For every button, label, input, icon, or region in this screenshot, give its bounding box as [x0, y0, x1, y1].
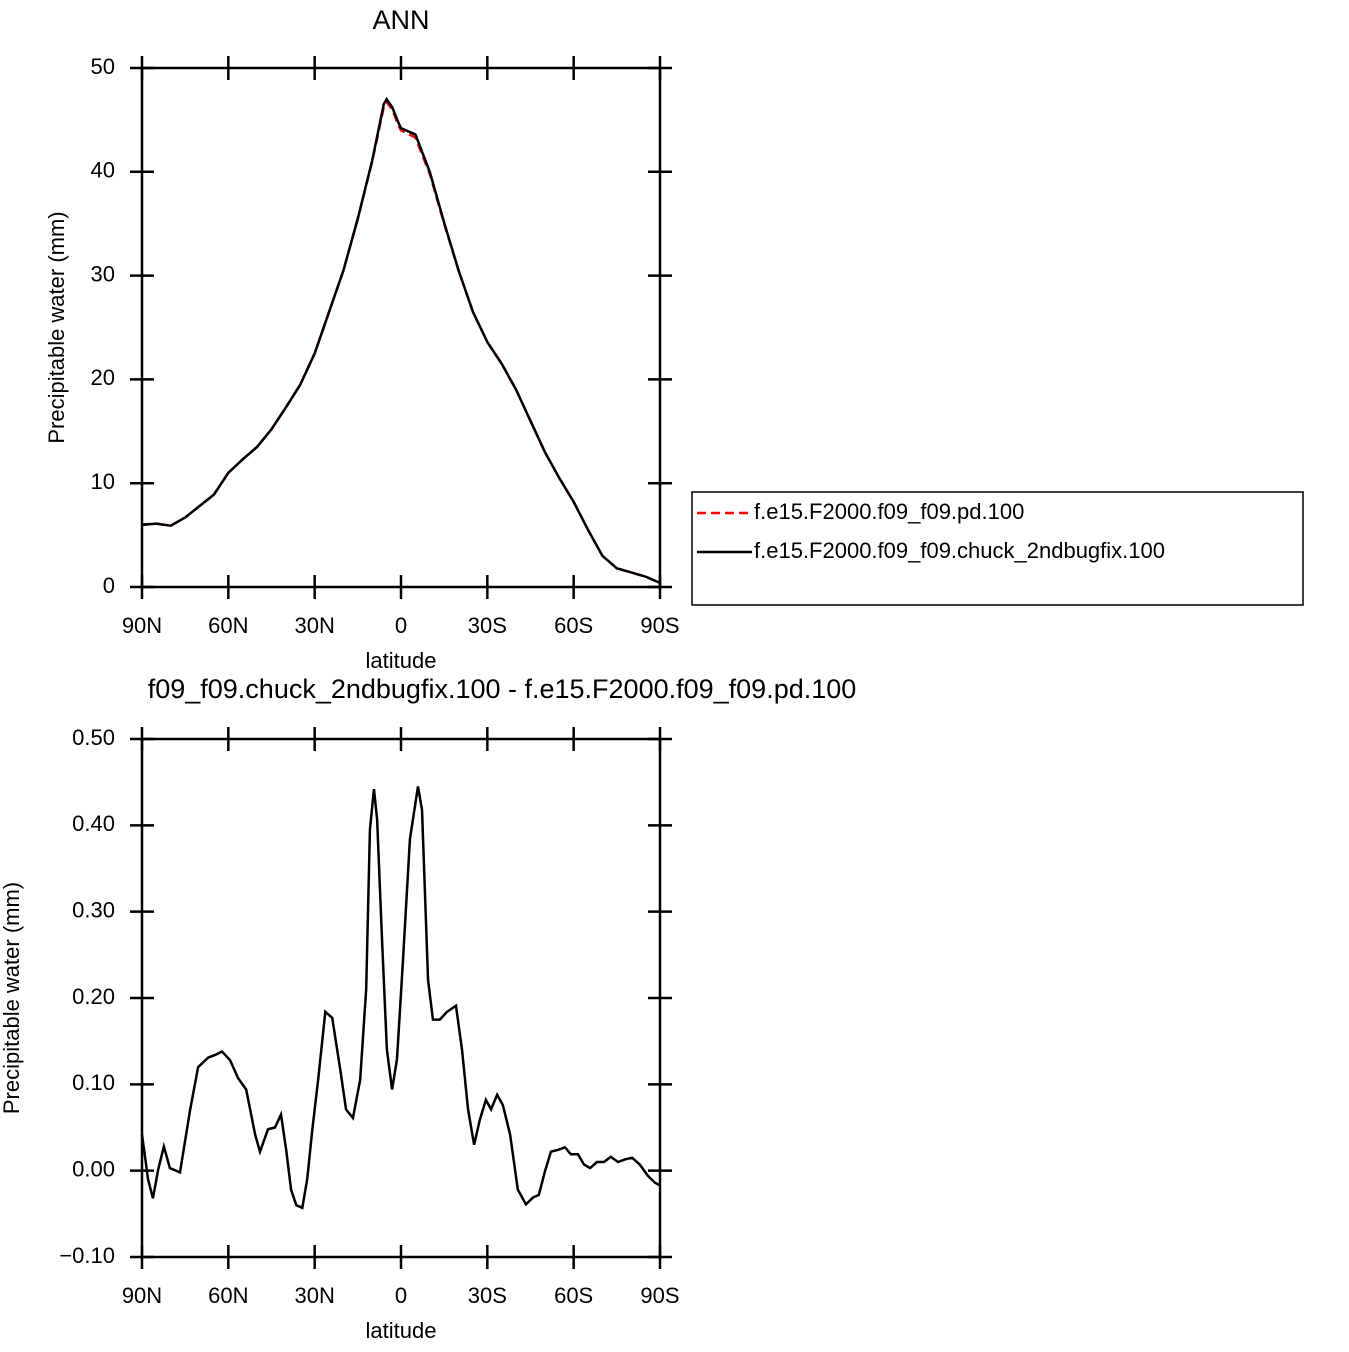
- y-tick-label: 0.00: [72, 1156, 115, 1181]
- chart-title: ANN: [372, 5, 429, 35]
- y-tick-label: 20: [91, 365, 115, 390]
- y-tick-label: −0.10: [59, 1243, 115, 1268]
- x-tick-label: 90S: [640, 613, 679, 638]
- x-tick-label: 0: [395, 1283, 407, 1308]
- y-tick-label: 0.30: [72, 897, 115, 922]
- x-axis-label: latitude: [366, 1318, 437, 1343]
- x-tick-label: 90N: [122, 1283, 162, 1308]
- x-tick-label: 30S: [468, 1283, 507, 1308]
- x-tick-label: 0: [395, 613, 407, 638]
- x-tick-label: 30S: [468, 613, 507, 638]
- x-tick-label: 90N: [122, 613, 162, 638]
- chart-title: f09_f09.chuck_2ndbugfix.100 - f.e15.F200…: [148, 674, 857, 704]
- plot-frame: [140, 66, 662, 589]
- y-tick-label: 50: [91, 54, 115, 79]
- x-tick-label: 60N: [208, 613, 248, 638]
- data-line: [140, 786, 661, 1210]
- x-tick-label: 60S: [554, 1283, 593, 1308]
- y-tick-label: 0.50: [72, 725, 115, 750]
- x-tick-label: 30N: [294, 1283, 334, 1308]
- data-line: [141, 100, 661, 584]
- y-tick-label: 10: [91, 469, 115, 494]
- y-tick-label: 0.10: [72, 1070, 115, 1095]
- x-tick-label: 60S: [554, 613, 593, 638]
- y-tick-label: 40: [91, 158, 115, 183]
- y-tick-label: 0.40: [72, 811, 115, 836]
- y-tick-label: 30: [91, 261, 115, 286]
- legend-label: f.e15.F2000.f09_f09.chuck_2ndbugfix.100: [754, 538, 1165, 563]
- y-tick-label: 0.20: [72, 984, 115, 1009]
- y-axis-label: Precipitable water (mm): [0, 882, 24, 1114]
- data-line: [141, 96, 661, 584]
- x-tick-label: 60N: [208, 1283, 248, 1308]
- x-tick-label: 90S: [640, 1283, 679, 1308]
- x-axis-label: latitude: [366, 648, 437, 673]
- legend-box: [691, 491, 1304, 606]
- y-tick-label: 0: [103, 573, 115, 598]
- x-tick-label: 30N: [294, 613, 334, 638]
- legend-label: f.e15.F2000.f09_f09.pd.100: [754, 499, 1024, 524]
- plot-frame: [140, 737, 662, 1259]
- y-axis-label: Precipitable water (mm): [44, 211, 69, 443]
